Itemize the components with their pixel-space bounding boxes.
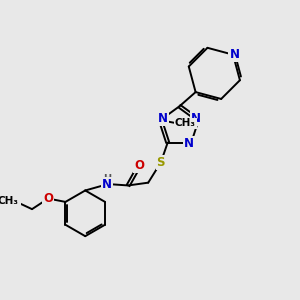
- Text: O: O: [134, 159, 144, 172]
- Text: N: N: [230, 48, 239, 61]
- Text: S: S: [157, 156, 165, 169]
- Text: O: O: [43, 192, 53, 205]
- Text: N: N: [102, 178, 112, 190]
- Text: H: H: [103, 174, 111, 184]
- Text: N: N: [191, 112, 201, 125]
- Text: N: N: [158, 112, 168, 125]
- Text: N: N: [184, 137, 194, 150]
- Text: CH₃: CH₃: [0, 196, 19, 206]
- Text: CH₃: CH₃: [175, 118, 196, 128]
